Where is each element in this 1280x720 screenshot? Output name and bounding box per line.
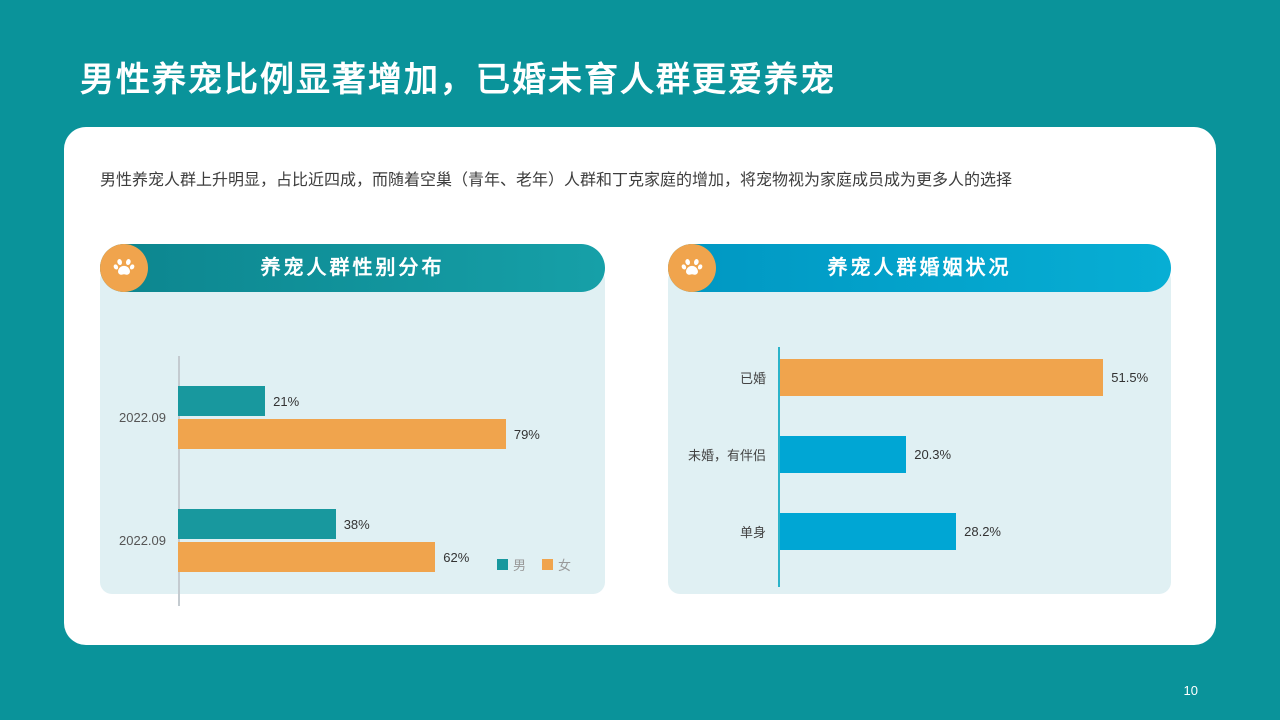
gender-chart-axis (178, 356, 180, 606)
content-card: 男性养宠人群上升明显，占比近四成，而随着空巢（青年、老年）人群和丁克家庭的增加，… (64, 127, 1216, 645)
bar-男 (178, 509, 336, 539)
bar-女 (178, 542, 436, 572)
bar-已婚 (778, 359, 1104, 396)
legend-swatch (541, 559, 553, 570)
bar-row: 79% (178, 419, 593, 449)
bar-value: 20.3% (914, 447, 952, 462)
gender-chart-groups: 2022.09 21% 79% 2022.09 38% 62% (100, 356, 593, 572)
legend-label: 男 (512, 558, 526, 573)
bar-value: 28.2% (964, 524, 1001, 539)
gender-bar-chart: 2022.09 21% 79% 2022.09 38% 62% 男女 (100, 356, 593, 606)
slide-title: 男性养宠比例显著增加，已婚未育人群更爱养宠 (80, 61, 836, 99)
bar-row: 已婚 51.5% (668, 359, 1157, 396)
category-label: 2022.09 (119, 533, 166, 548)
bar-女 (178, 419, 506, 449)
bar-track: 28.2% (778, 513, 1157, 550)
category-label: 已婚 (739, 371, 766, 386)
paw-icon (668, 244, 716, 292)
gender-chart-header: 养宠人群性别分布 (100, 244, 605, 292)
bar-row: 21% (178, 386, 593, 416)
bar-value: 21% (273, 393, 300, 409)
gender-chart-panel-bg: 2022.09 21% 79% 2022.09 38% 62% 男女 (100, 268, 605, 606)
bar-track: 51.5% (778, 359, 1157, 396)
group-bars: 21% 79% (178, 386, 593, 449)
gender-chart-panel: 2022.09 21% 79% 2022.09 38% 62% 男女 养宠人群性别分布 (100, 244, 605, 606)
page-number: 10 (1183, 683, 1198, 698)
marital-chart-panel-bg: 已婚 51.5% 未婚，有伴侣 20.3% 单身 28.2% (668, 268, 1171, 594)
bar-row: 62% (178, 542, 593, 572)
bar-row: 单身 28.2% (668, 513, 1157, 550)
bar-单身 (778, 513, 957, 550)
gender-chart-legend: 男女 (496, 555, 571, 574)
marital-chart-rows: 已婚 51.5% 未婚，有伴侣 20.3% 单身 28.2% (668, 359, 1157, 550)
marital-chart-header: 养宠人群婚姻状况 (668, 244, 1171, 292)
slide-subtitle: 男性养宠人群上升明显，占比近四成，而随着空巢（青年、老年）人群和丁克家庭的增加，… (100, 172, 1013, 189)
bar-value: 51.5% (1111, 370, 1149, 385)
bar-row: 38% (178, 509, 593, 539)
chart-group: 2022.09 21% 79% (100, 386, 593, 449)
legend-item: 男 (496, 555, 526, 574)
legend-item: 女 (541, 555, 571, 574)
bar-track: 20.3% (778, 436, 1157, 473)
category-label: 单身 (739, 525, 766, 540)
marital-chart-panel: 已婚 51.5% 未婚，有伴侣 20.3% 单身 28.2% 养宠人群婚姻状况 (668, 244, 1171, 594)
legend-label: 女 (557, 558, 571, 573)
bar-row: 未婚，有伴侣 20.3% (668, 436, 1157, 473)
chart-group: 2022.09 38% 62% (100, 509, 593, 572)
bar-value: 62% (443, 549, 470, 565)
bar-value: 79% (513, 426, 540, 442)
bar-未婚，有伴侣 (778, 436, 907, 473)
legend-swatch (496, 559, 508, 570)
marital-chart-axis (778, 347, 780, 587)
category-label: 2022.09 (119, 410, 166, 425)
marital-bar-chart: 已婚 51.5% 未婚，有伴侣 20.3% 单身 28.2% (668, 347, 1157, 587)
paw-icon (100, 244, 148, 292)
category-label: 未婚，有伴侣 (687, 448, 766, 463)
gender-chart-title: 养宠人群性别分布 (260, 257, 445, 279)
bar-value: 38% (343, 516, 370, 532)
marital-chart-title: 养宠人群婚姻状况 (827, 257, 1012, 279)
bar-男 (178, 386, 266, 416)
group-bars: 38% 62% (178, 509, 593, 572)
